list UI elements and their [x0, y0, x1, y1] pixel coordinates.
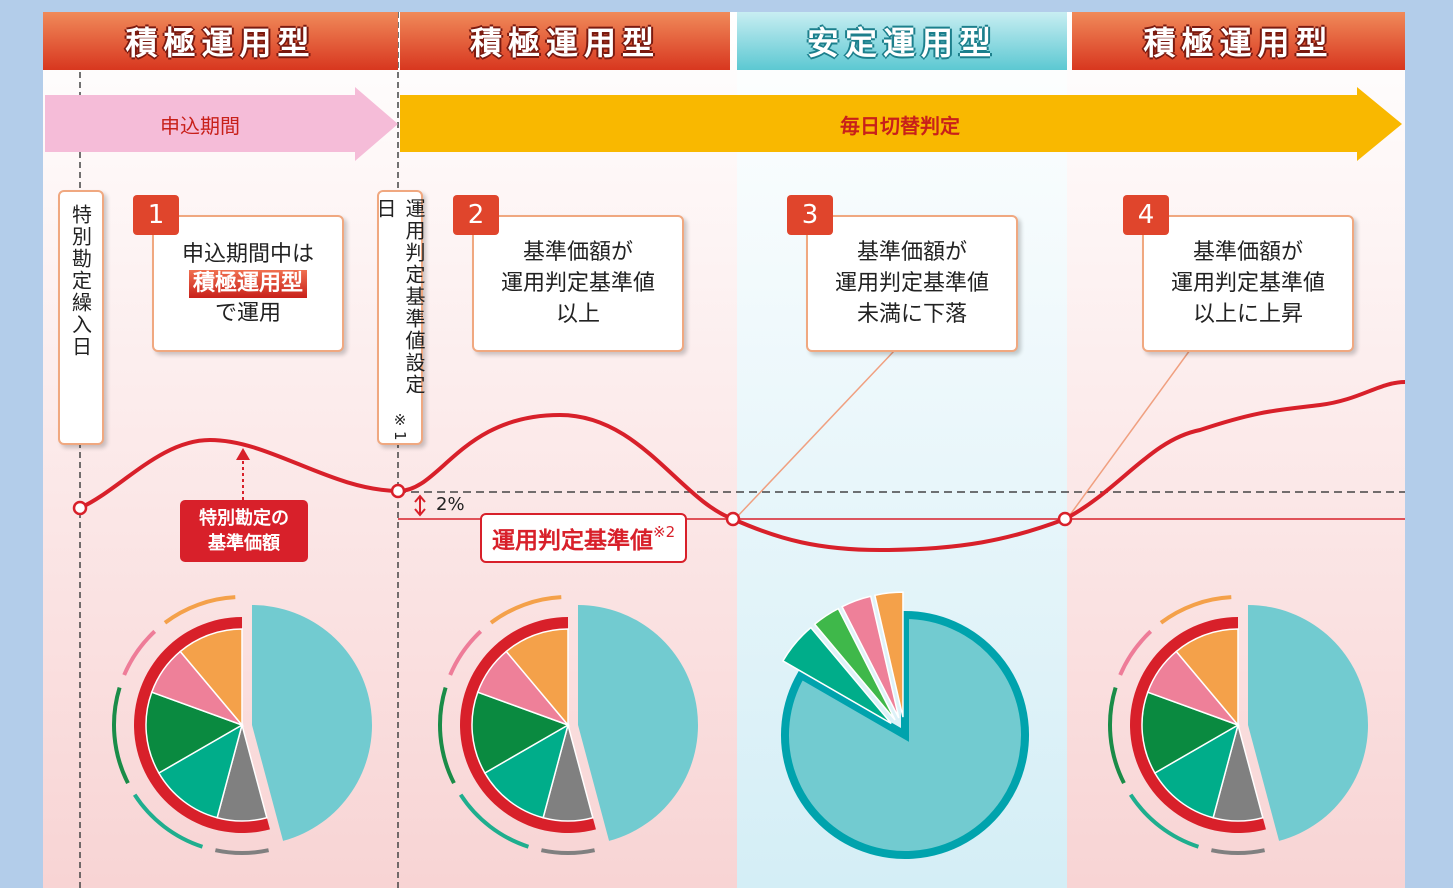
- line: 運用判定基準値: [1170, 271, 1325, 296]
- threshold-label: 運用判定基準値 ※2: [480, 513, 688, 563]
- header: 安定運用型: [737, 12, 1067, 70]
- range-arc: [1159, 595, 1232, 625]
- line: 基準価額が: [1192, 240, 1303, 265]
- line: 特別勘定の: [199, 508, 289, 529]
- range-arc: [1108, 686, 1126, 785]
- pie-slice: [578, 605, 698, 841]
- line: 基準価額: [208, 533, 280, 554]
- line: 運用判定基準値: [500, 271, 655, 296]
- pie-slice: [252, 605, 372, 841]
- step-box: 申込期間中は 積極運用型 で運用: [152, 215, 344, 352]
- date-text: 運用判定基準値設定日: [373, 198, 426, 396]
- note: ※2: [653, 523, 676, 541]
- pie-slice: [471, 691, 570, 775]
- header: 積極運用型: [43, 12, 398, 70]
- range-arc: [214, 848, 270, 855]
- pie-slice: [157, 723, 244, 819]
- pie-slice: [781, 626, 892, 725]
- nav-label: 特別勘定の 基準価額: [180, 500, 308, 562]
- step-box: 基準価額が運用判定基準値 以上に上昇: [1142, 215, 1354, 352]
- range-arc: [438, 686, 456, 785]
- pie-slice: [145, 691, 244, 775]
- step-number: 4: [1123, 195, 1169, 235]
- pie-slice: [483, 723, 570, 819]
- line: 運用判定基準値: [834, 271, 989, 296]
- point: [725, 511, 741, 527]
- arrow-label: 毎日切替判定: [840, 114, 960, 138]
- range-arc: [1128, 793, 1200, 849]
- line: 基準価額が: [856, 240, 967, 265]
- range-arc: [122, 629, 157, 676]
- step-number: 2: [453, 195, 499, 235]
- point: [390, 483, 406, 499]
- line: 未満に下落: [856, 302, 967, 327]
- range-arc: [489, 595, 562, 625]
- range-arc: [1210, 848, 1266, 855]
- step-box: 基準価額が運用判定基準値 未満に下落: [806, 215, 1018, 352]
- gap-arrow: [414, 494, 426, 517]
- step-box: 基準価額が運用判定基準値 以上: [472, 215, 684, 352]
- label-text: 運用判定基準値: [492, 528, 653, 554]
- arrow: [400, 87, 1402, 161]
- step-number: 1: [133, 195, 179, 235]
- arrow-label: 申込期間: [160, 114, 240, 138]
- step-number: 3: [787, 195, 833, 235]
- line: 基準価額が: [522, 240, 633, 265]
- pie-slice: [841, 595, 900, 719]
- pie-slice: [1175, 628, 1239, 728]
- pointer-head: [236, 448, 250, 460]
- pie-slice: [1248, 605, 1368, 841]
- header: 積極運用型: [1072, 12, 1405, 70]
- point: [1057, 511, 1073, 527]
- range-arc: [540, 848, 596, 855]
- pie-slice: [1141, 691, 1240, 775]
- line: 以上に上昇: [1192, 302, 1303, 327]
- line: で運用: [214, 300, 281, 326]
- header: 積極運用型: [400, 12, 730, 70]
- pie-slice: [179, 628, 243, 728]
- date-label: 運用判定基準値設定日 ※1: [373, 190, 426, 445]
- leader: [1066, 349, 1191, 520]
- range-arc: [112, 686, 130, 785]
- pie-slice: [1153, 723, 1240, 819]
- line: 以上: [555, 302, 600, 327]
- date-label: 特別勘定繰入日: [58, 190, 104, 445]
- note: ※1: [391, 411, 409, 443]
- leader: [734, 349, 896, 520]
- price-curve: [79, 380, 1406, 553]
- tag: 積極運用型: [188, 269, 307, 298]
- pie-slice: [781, 610, 1029, 859]
- pie-slice: [873, 591, 904, 718]
- pie-slice: [505, 628, 569, 728]
- pie-slice: [813, 607, 896, 721]
- gap-label: 2%: [436, 494, 465, 515]
- point: [72, 500, 88, 516]
- range-arc: [132, 793, 204, 849]
- arrow: [45, 87, 398, 161]
- range-arc: [458, 793, 530, 849]
- line: 申込期間中は: [181, 241, 314, 267]
- range-arc: [448, 629, 483, 676]
- range-arc: [163, 595, 236, 625]
- range-arc: [1118, 629, 1153, 676]
